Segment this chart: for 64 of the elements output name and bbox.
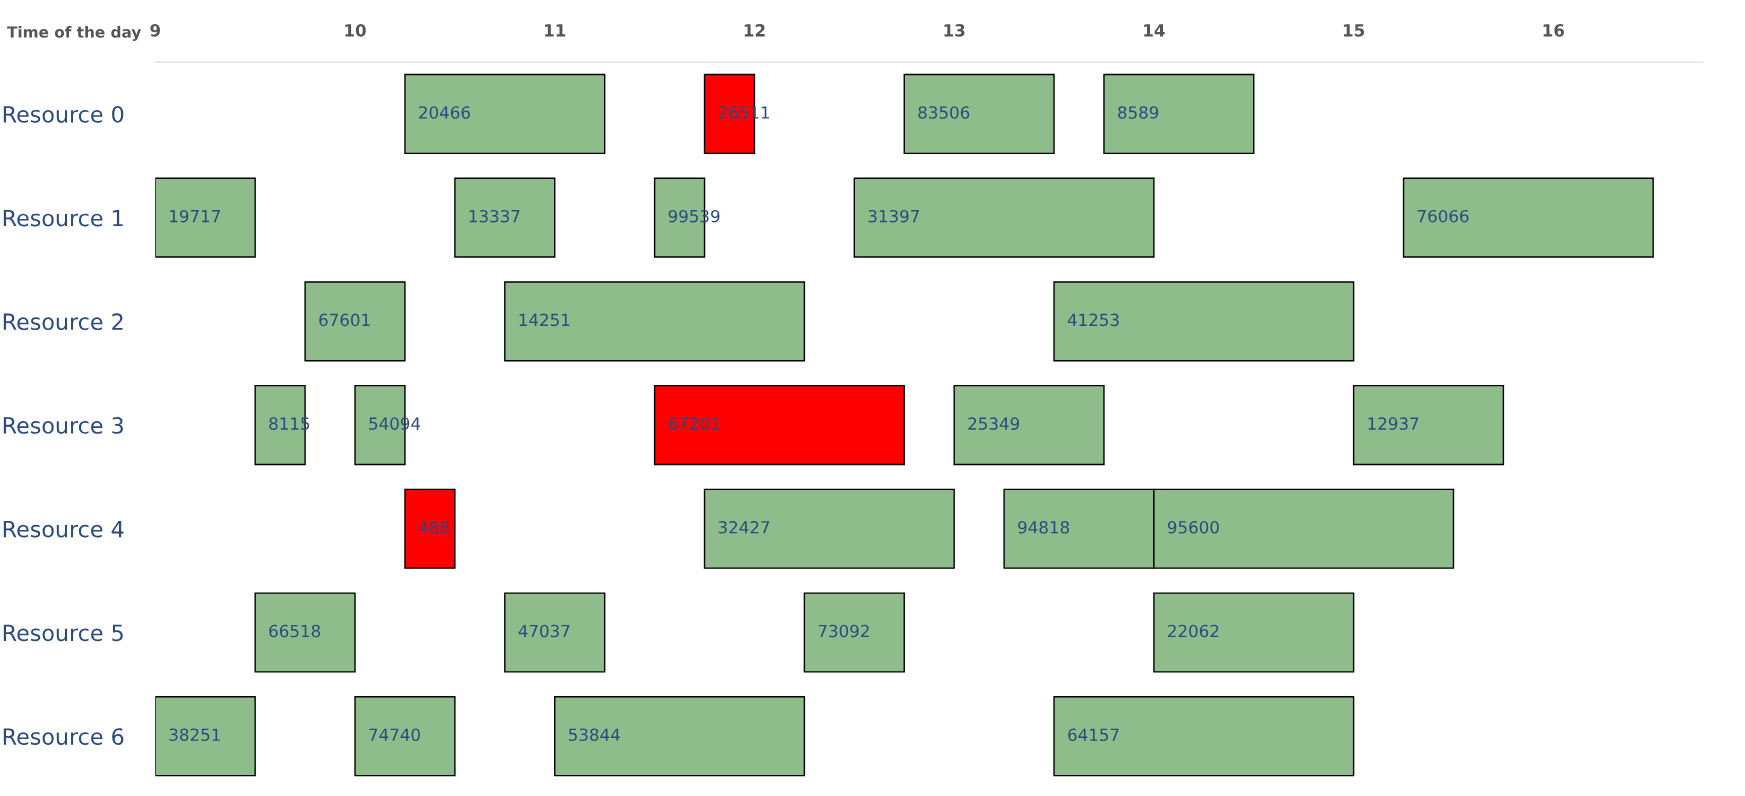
annotation: 67601	[319, 313, 370, 327]
x-axis-title: Time of the day	[7, 25, 142, 41]
bar	[1352, 384, 1505, 466]
annotation: 76066	[1417, 209, 1469, 223]
y-tick-label: Resource 6	[3, 728, 124, 745]
annotation: 74740	[369, 728, 420, 742]
x-tick-label: 14	[1144, 24, 1165, 37]
annotation: 73092	[818, 624, 869, 638]
bar	[504, 592, 606, 673]
annotation: 12937	[1368, 417, 1419, 430]
bar	[903, 73, 1055, 155]
annotation: 67201	[668, 417, 720, 430]
annotation: 32427	[718, 521, 770, 534]
annotation: 64157	[1068, 728, 1119, 742]
annotation: 83506	[918, 106, 970, 119]
x-tick-label: 12	[744, 24, 765, 37]
x-tick-label: 15	[1343, 24, 1365, 37]
bar	[554, 696, 806, 777]
annotation: 20466	[419, 106, 470, 119]
y-tick-label: Resource 4	[3, 521, 124, 538]
bar	[953, 384, 1105, 466]
bar	[354, 696, 456, 777]
bar	[155, 177, 256, 258]
annotation: 95600	[1167, 521, 1219, 534]
x-tick-label: 9	[150, 24, 161, 37]
y-tick-label: Resource 2	[3, 313, 123, 331]
annotation: 94818	[1018, 521, 1069, 534]
bar	[653, 384, 905, 466]
annotation: 488	[418, 521, 449, 534]
annotation: 14251	[519, 313, 570, 327]
annotation: 53844	[569, 728, 620, 742]
bar	[1053, 281, 1355, 362]
y-tick-label: Resource 5	[3, 624, 123, 642]
bar	[404, 73, 606, 155]
bar	[1053, 696, 1355, 777]
annotation: 41253	[1067, 313, 1119, 327]
annotation: 8589	[1118, 106, 1159, 119]
x-tick-label: 10	[345, 24, 366, 37]
y-tick-label: Resource 0	[3, 105, 124, 123]
annotation: 38251	[169, 728, 220, 742]
bar	[803, 592, 905, 673]
x-tick-label: 16	[1543, 24, 1565, 37]
bar	[1103, 73, 1255, 155]
bar	[504, 281, 806, 362]
annotation: 19717	[170, 209, 220, 223]
bar	[1153, 592, 1355, 673]
bar	[254, 592, 356, 673]
annotation: 22062	[1168, 624, 1219, 638]
y-tick-label: Resource 1	[3, 209, 123, 227]
bar	[703, 488, 955, 569]
bar	[454, 177, 556, 258]
y-tick-label: Resource 3	[3, 417, 123, 434]
annotation: 66518	[269, 624, 321, 638]
bar	[1402, 177, 1654, 258]
x-tick-label: 11	[545, 24, 566, 37]
annotation: 31397	[868, 209, 919, 223]
x-tick-label: 13	[944, 24, 965, 37]
bar	[853, 177, 1155, 258]
annotation: 25349	[968, 417, 1020, 430]
bar	[155, 696, 256, 777]
annotation: 13337	[469, 209, 520, 223]
bar	[304, 281, 406, 362]
annotation: 47037	[518, 624, 570, 638]
bar	[404, 488, 456, 569]
